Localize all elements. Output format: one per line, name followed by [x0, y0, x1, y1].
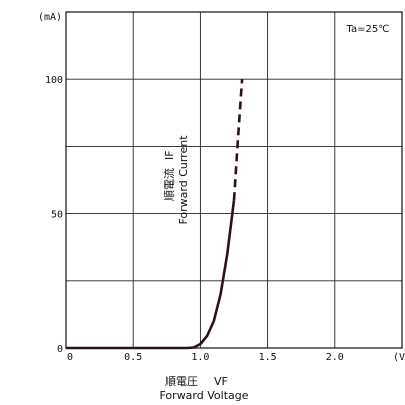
x-axis-title: 順電圧 VF Forward Voltage [160, 375, 249, 402]
x-unit-label: (V [393, 352, 405, 363]
y-axis-label-jp: 順電流 [162, 168, 176, 201]
series-line-dashed [232, 79, 244, 201]
x-axis-symbol: VF [214, 375, 228, 388]
x-axis-label-en: Forward Voltage [160, 389, 249, 402]
x-axis-label-jp: 順電圧 [165, 375, 198, 388]
series-line-solid [66, 200, 236, 350]
x-tick-label: 1.5 [259, 352, 277, 363]
y-tick-label: 50 [51, 210, 63, 221]
y-axis-label-en: Forward Current [177, 135, 190, 225]
tick-labels: 0 0.5 1.0 1.5 2.0 0 50 100 [45, 75, 344, 363]
series-group [66, 79, 244, 350]
y-unit-label: (mA) [38, 12, 62, 23]
x-tick-label: 0.5 [124, 352, 142, 363]
x-tick-label: 1.0 [191, 352, 209, 363]
y-axis-title: 順電流 IF Forward Current [162, 135, 190, 225]
y-tick-label: 0 [57, 344, 63, 355]
temperature-annotation: Ta=25℃ [346, 24, 390, 35]
x-tick-label: 2.0 [326, 352, 344, 363]
y-tick-label: 100 [45, 75, 63, 86]
x-tick-label: 0 [67, 352, 73, 363]
y-axis-symbol: IF [163, 150, 176, 160]
plot-frame [65, 11, 403, 349]
grid-lines [66, 12, 402, 348]
